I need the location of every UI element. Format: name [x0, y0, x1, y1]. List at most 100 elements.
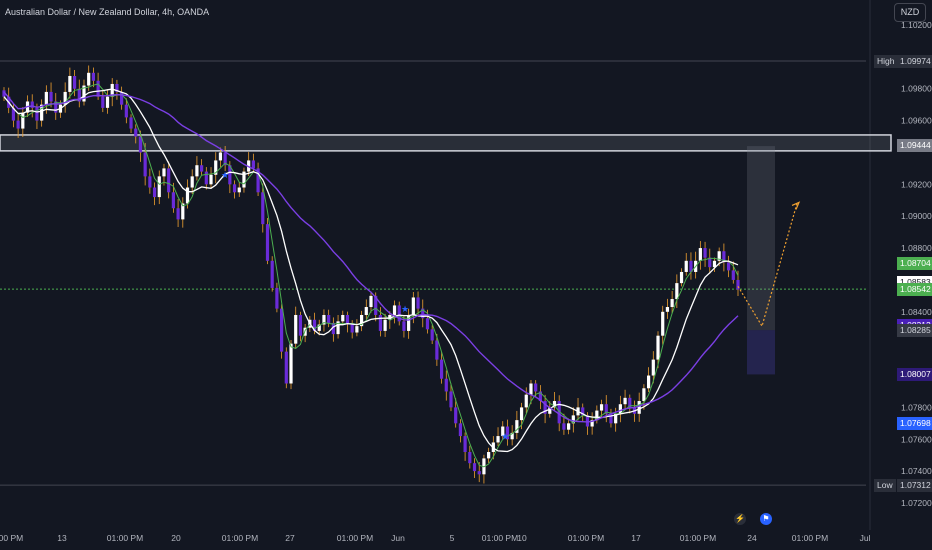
candle-body — [181, 203, 185, 220]
candle-body — [571, 415, 575, 424]
candle-body — [487, 452, 491, 459]
candle-body — [129, 117, 133, 129]
y-tick-label: 1.09800 — [901, 84, 932, 94]
candle-body — [77, 88, 81, 102]
candle-body — [562, 423, 566, 430]
x-tick-label: 20 — [171, 533, 181, 543]
candle-body — [105, 96, 110, 108]
candle-body — [228, 165, 232, 185]
candle-body — [336, 321, 340, 335]
candle-body — [30, 101, 34, 108]
candle-body — [388, 314, 392, 320]
x-tick-label: 01:00 PM — [222, 533, 258, 543]
candle-body — [463, 436, 467, 453]
candle-body — [341, 314, 345, 322]
flag-icon[interactable]: ⚑ — [760, 513, 772, 525]
candle-body — [543, 401, 547, 414]
candle-body — [684, 260, 688, 272]
x-tick-label: 27 — [285, 533, 295, 543]
candle-body — [557, 401, 561, 424]
candle-body — [590, 420, 594, 427]
candle-body — [195, 165, 199, 177]
candle-body — [364, 307, 368, 315]
candle-body — [72, 75, 77, 89]
candle-body — [722, 251, 726, 263]
candle-body — [11, 107, 16, 121]
candle-body — [416, 297, 420, 309]
resistance-zone[interactable] — [0, 134, 892, 152]
candle-body — [736, 279, 740, 290]
candle-body — [458, 423, 462, 437]
candle-body — [275, 287, 279, 309]
x-tick-label: Jul — [860, 533, 871, 543]
y-tick-label: 1.07400 — [901, 466, 932, 476]
candle-body — [63, 91, 67, 105]
candle-body — [435, 340, 439, 360]
candle-body — [421, 308, 425, 319]
candle-body — [670, 299, 674, 308]
candle-body — [134, 128, 138, 137]
candle-body — [468, 452, 472, 464]
candle-body — [439, 359, 444, 379]
candle-body — [152, 187, 157, 198]
candle-body — [642, 388, 646, 402]
candle-body — [651, 359, 655, 376]
candle-body — [185, 187, 190, 204]
candle-body — [712, 260, 717, 268]
y-tick-label: 1.09000 — [901, 211, 932, 221]
projection-box-upper[interactable] — [747, 146, 775, 331]
candle-body — [515, 420, 519, 433]
candle-body — [167, 168, 171, 193]
candle-body — [54, 101, 58, 113]
x-tick-label: 01:00 PM — [792, 533, 828, 543]
candle-body — [270, 260, 274, 288]
x-tick-label: 01:00 PM — [337, 533, 373, 543]
y-tick-label: 1.09200 — [901, 179, 932, 189]
candle-body — [477, 471, 481, 475]
star-marker: ★ — [221, 170, 229, 180]
candle-body — [726, 262, 731, 271]
candle-body — [402, 321, 406, 331]
candle-body — [40, 104, 44, 121]
candle-body — [256, 168, 260, 193]
candle-body — [374, 295, 378, 315]
candle-body — [317, 324, 321, 331]
candle-body — [529, 383, 533, 395]
candle-body — [731, 270, 735, 280]
candle-body — [567, 423, 571, 430]
candle-body — [510, 432, 514, 440]
candle-body — [378, 314, 383, 331]
candle-body — [237, 187, 241, 193]
candle-body — [115, 83, 119, 92]
ma-fast-line — [3, 83, 739, 468]
currency-button[interactable]: NZD — [894, 3, 926, 22]
candle-body — [599, 404, 604, 411]
projection-arrowhead — [791, 201, 801, 210]
candle-body — [519, 407, 524, 421]
candle-body — [82, 85, 86, 102]
lightning-icon[interactable]: ⚡ — [734, 513, 746, 525]
high-tag: High — [874, 54, 898, 68]
candle-body — [397, 305, 401, 322]
candle-body — [171, 192, 175, 209]
candle-body — [138, 136, 143, 153]
candle-body — [16, 120, 20, 129]
candle-body — [538, 391, 542, 402]
candle-body — [355, 326, 359, 333]
candle-body — [656, 335, 660, 360]
candle-body — [223, 152, 227, 166]
projection-box-lower[interactable] — [747, 330, 775, 375]
candle-body — [609, 413, 613, 424]
candle-body — [298, 314, 303, 336]
ma-mid-line — [3, 88, 739, 453]
candle-body — [157, 176, 161, 198]
candle-body — [392, 305, 397, 315]
candle-body — [614, 413, 618, 424]
y-tick-label: 1.08800 — [901, 243, 932, 253]
x-tick-label: 01:00 PM — [0, 533, 23, 543]
candle-body — [280, 308, 284, 352]
candle-body — [265, 224, 270, 261]
candle-body — [289, 343, 293, 384]
candle-body — [675, 283, 679, 300]
